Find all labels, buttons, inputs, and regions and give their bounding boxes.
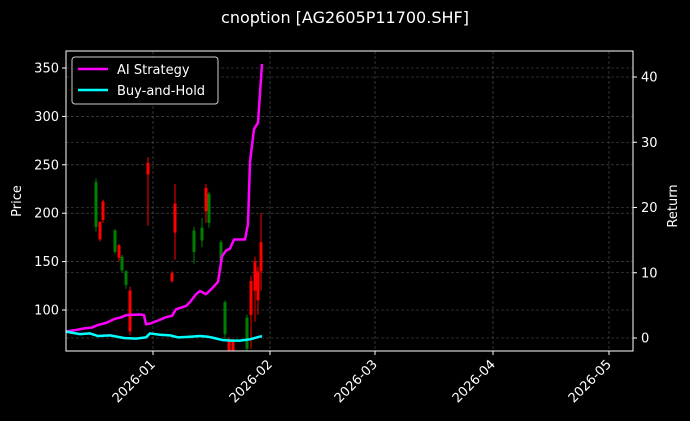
y-axis-left: 100 150 200 250 300 350 bbox=[34, 62, 66, 319]
svg-text:2026-03: 2026-03 bbox=[332, 357, 381, 406]
svg-text:2026-02: 2026-02 bbox=[227, 357, 276, 406]
x-axis: 2026-01 2026-02 2026-03 2026-04 2026-05 bbox=[110, 351, 615, 406]
svg-text:100: 100 bbox=[34, 304, 59, 319]
legend-label-ai-strategy: AI Strategy bbox=[117, 63, 190, 78]
candlesticks bbox=[94, 157, 263, 351]
svg-text:2026-05: 2026-05 bbox=[566, 357, 615, 406]
y-axis-right: 0 10 20 30 40 bbox=[633, 71, 658, 347]
legend-box bbox=[71, 56, 219, 105]
svg-text:200: 200 bbox=[34, 207, 59, 222]
svg-text:40: 40 bbox=[641, 71, 658, 86]
svg-text:150: 150 bbox=[34, 255, 59, 270]
svg-text:250: 250 bbox=[34, 158, 59, 173]
svg-text:300: 300 bbox=[34, 110, 59, 125]
svg-text:2026-01: 2026-01 bbox=[110, 357, 159, 406]
svg-text:350: 350 bbox=[34, 62, 59, 77]
svg-text:20: 20 bbox=[641, 201, 658, 216]
svg-text:0: 0 bbox=[641, 332, 649, 347]
chart-title: cnoption [AG2605P11700.SHF] bbox=[221, 8, 469, 27]
svg-text:30: 30 bbox=[641, 136, 658, 151]
return-lines bbox=[65, 63, 264, 342]
plot-frame bbox=[65, 50, 634, 352]
svg-text:2026-04: 2026-04 bbox=[450, 357, 499, 406]
legend: AI Strategy Buy-and-Hold bbox=[71, 56, 219, 105]
y-axis-right-label: Return bbox=[666, 184, 681, 227]
svg-text:10: 10 bbox=[641, 266, 658, 281]
y-axis-label: Price bbox=[10, 185, 25, 217]
legend-label-buy-and-hold: Buy-and-Hold bbox=[117, 84, 205, 99]
